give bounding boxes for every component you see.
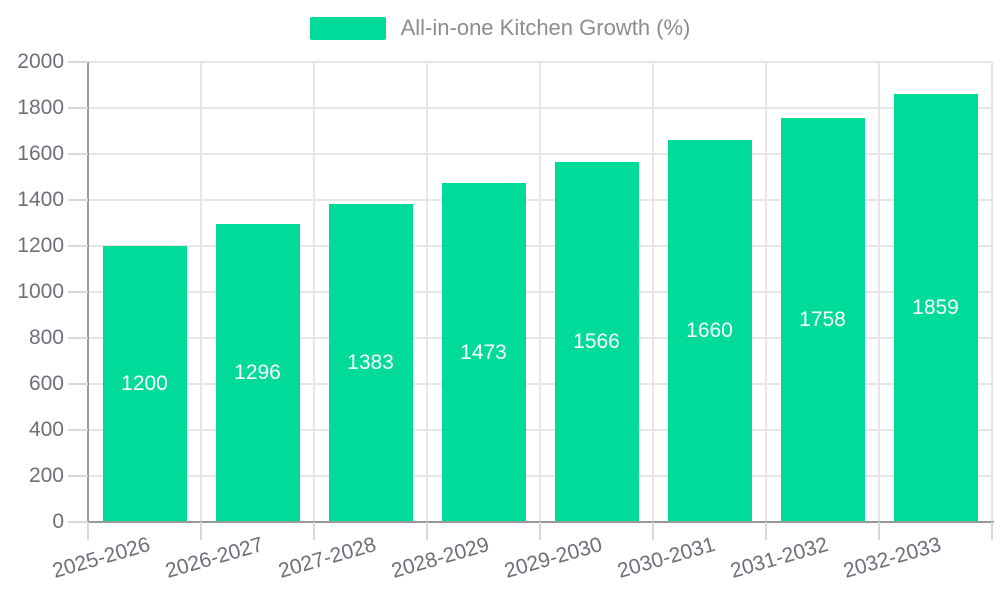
y-tick-mark (68, 383, 88, 385)
x-category-label: 2030-2031 (614, 533, 718, 583)
y-tick-label: 1400 (17, 188, 64, 211)
legend-swatch (309, 16, 386, 40)
v-gridline (652, 62, 654, 522)
bar-value-label: 1200 (121, 372, 168, 395)
x-category-label: 2032-2033 (840, 533, 944, 583)
bar[interactable]: 1859 (893, 94, 978, 522)
y-tick-label: 200 (28, 464, 64, 487)
x-category-label: 2029-2030 (501, 533, 605, 583)
x-category-label: 2027-2028 (275, 533, 379, 583)
bar-value-label: 1383 (347, 350, 394, 374)
legend-label: All-in-one Kitchen Growth (%) (400, 15, 691, 40)
bar-value-label: 1473 (460, 340, 507, 364)
v-gridline (878, 62, 880, 522)
y-tick-mark (68, 475, 88, 477)
x-category-label: 2025-2026 (49, 533, 153, 583)
legend[interactable]: All-in-one Kitchen Growth (%) (0, 15, 1000, 40)
v-gridline (313, 62, 315, 522)
y-tick-label: 0 (52, 510, 64, 533)
bar-value-label: 1296 (234, 360, 281, 384)
bar-value-label: 1758 (799, 307, 846, 331)
bar[interactable]: 1758 (780, 117, 865, 522)
y-axis-line (87, 62, 89, 524)
y-tick-mark (68, 153, 88, 155)
v-gridline (765, 62, 767, 522)
plot-area: 1200 1296 1383 1473 1566 1660 1758 1859 (88, 61, 993, 522)
bar[interactable]: 1200 (102, 246, 187, 522)
x-tick-mark (87, 522, 89, 540)
bar-value-label: 1566 (573, 329, 620, 353)
y-tick-label: 1600 (17, 142, 64, 165)
x-category-label: 2028-2029 (388, 533, 492, 583)
y-tick-label: 800 (28, 326, 64, 349)
bar[interactable]: 1566 (554, 161, 639, 522)
v-gridline (991, 62, 993, 522)
y-tick-mark (68, 429, 88, 431)
v-gridline (426, 62, 428, 522)
bar[interactable]: 1660 (667, 140, 752, 522)
v-gridline (539, 62, 541, 522)
x-tick-mark (765, 522, 767, 540)
x-tick-mark (313, 522, 315, 540)
y-tick-label: 1800 (17, 96, 64, 119)
bar[interactable]: 1473 (441, 183, 526, 522)
x-tick-mark (539, 522, 541, 540)
y-tick-mark (68, 107, 88, 109)
y-tick-label: 600 (28, 372, 64, 395)
v-gridline (200, 62, 202, 522)
bar[interactable]: 1383 (328, 203, 413, 522)
y-tick-mark (68, 199, 88, 201)
x-tick-mark (878, 522, 880, 540)
bar-value-label: 1859 (912, 296, 959, 320)
x-category-label: 2026-2027 (162, 533, 266, 583)
y-tick-mark (68, 337, 88, 339)
x-category-label: 2031-2032 (727, 533, 831, 583)
y-tick-label: 2000 (17, 50, 64, 73)
bar-value-label: 1660 (686, 319, 733, 343)
y-tick-mark (68, 245, 88, 247)
y-tick-mark (68, 521, 88, 523)
x-tick-mark (426, 522, 428, 540)
bar[interactable]: 1296 (215, 223, 300, 522)
y-tick-label: 1000 (17, 280, 64, 303)
x-axis-line (80, 521, 994, 523)
x-tick-mark (200, 522, 202, 540)
y-tick-label: 400 (28, 418, 64, 441)
y-tick-mark (68, 61, 88, 63)
x-tick-mark (652, 522, 654, 540)
y-tick-label: 1200 (17, 234, 64, 257)
x-tick-mark (991, 522, 993, 540)
y-tick-mark (68, 291, 88, 293)
